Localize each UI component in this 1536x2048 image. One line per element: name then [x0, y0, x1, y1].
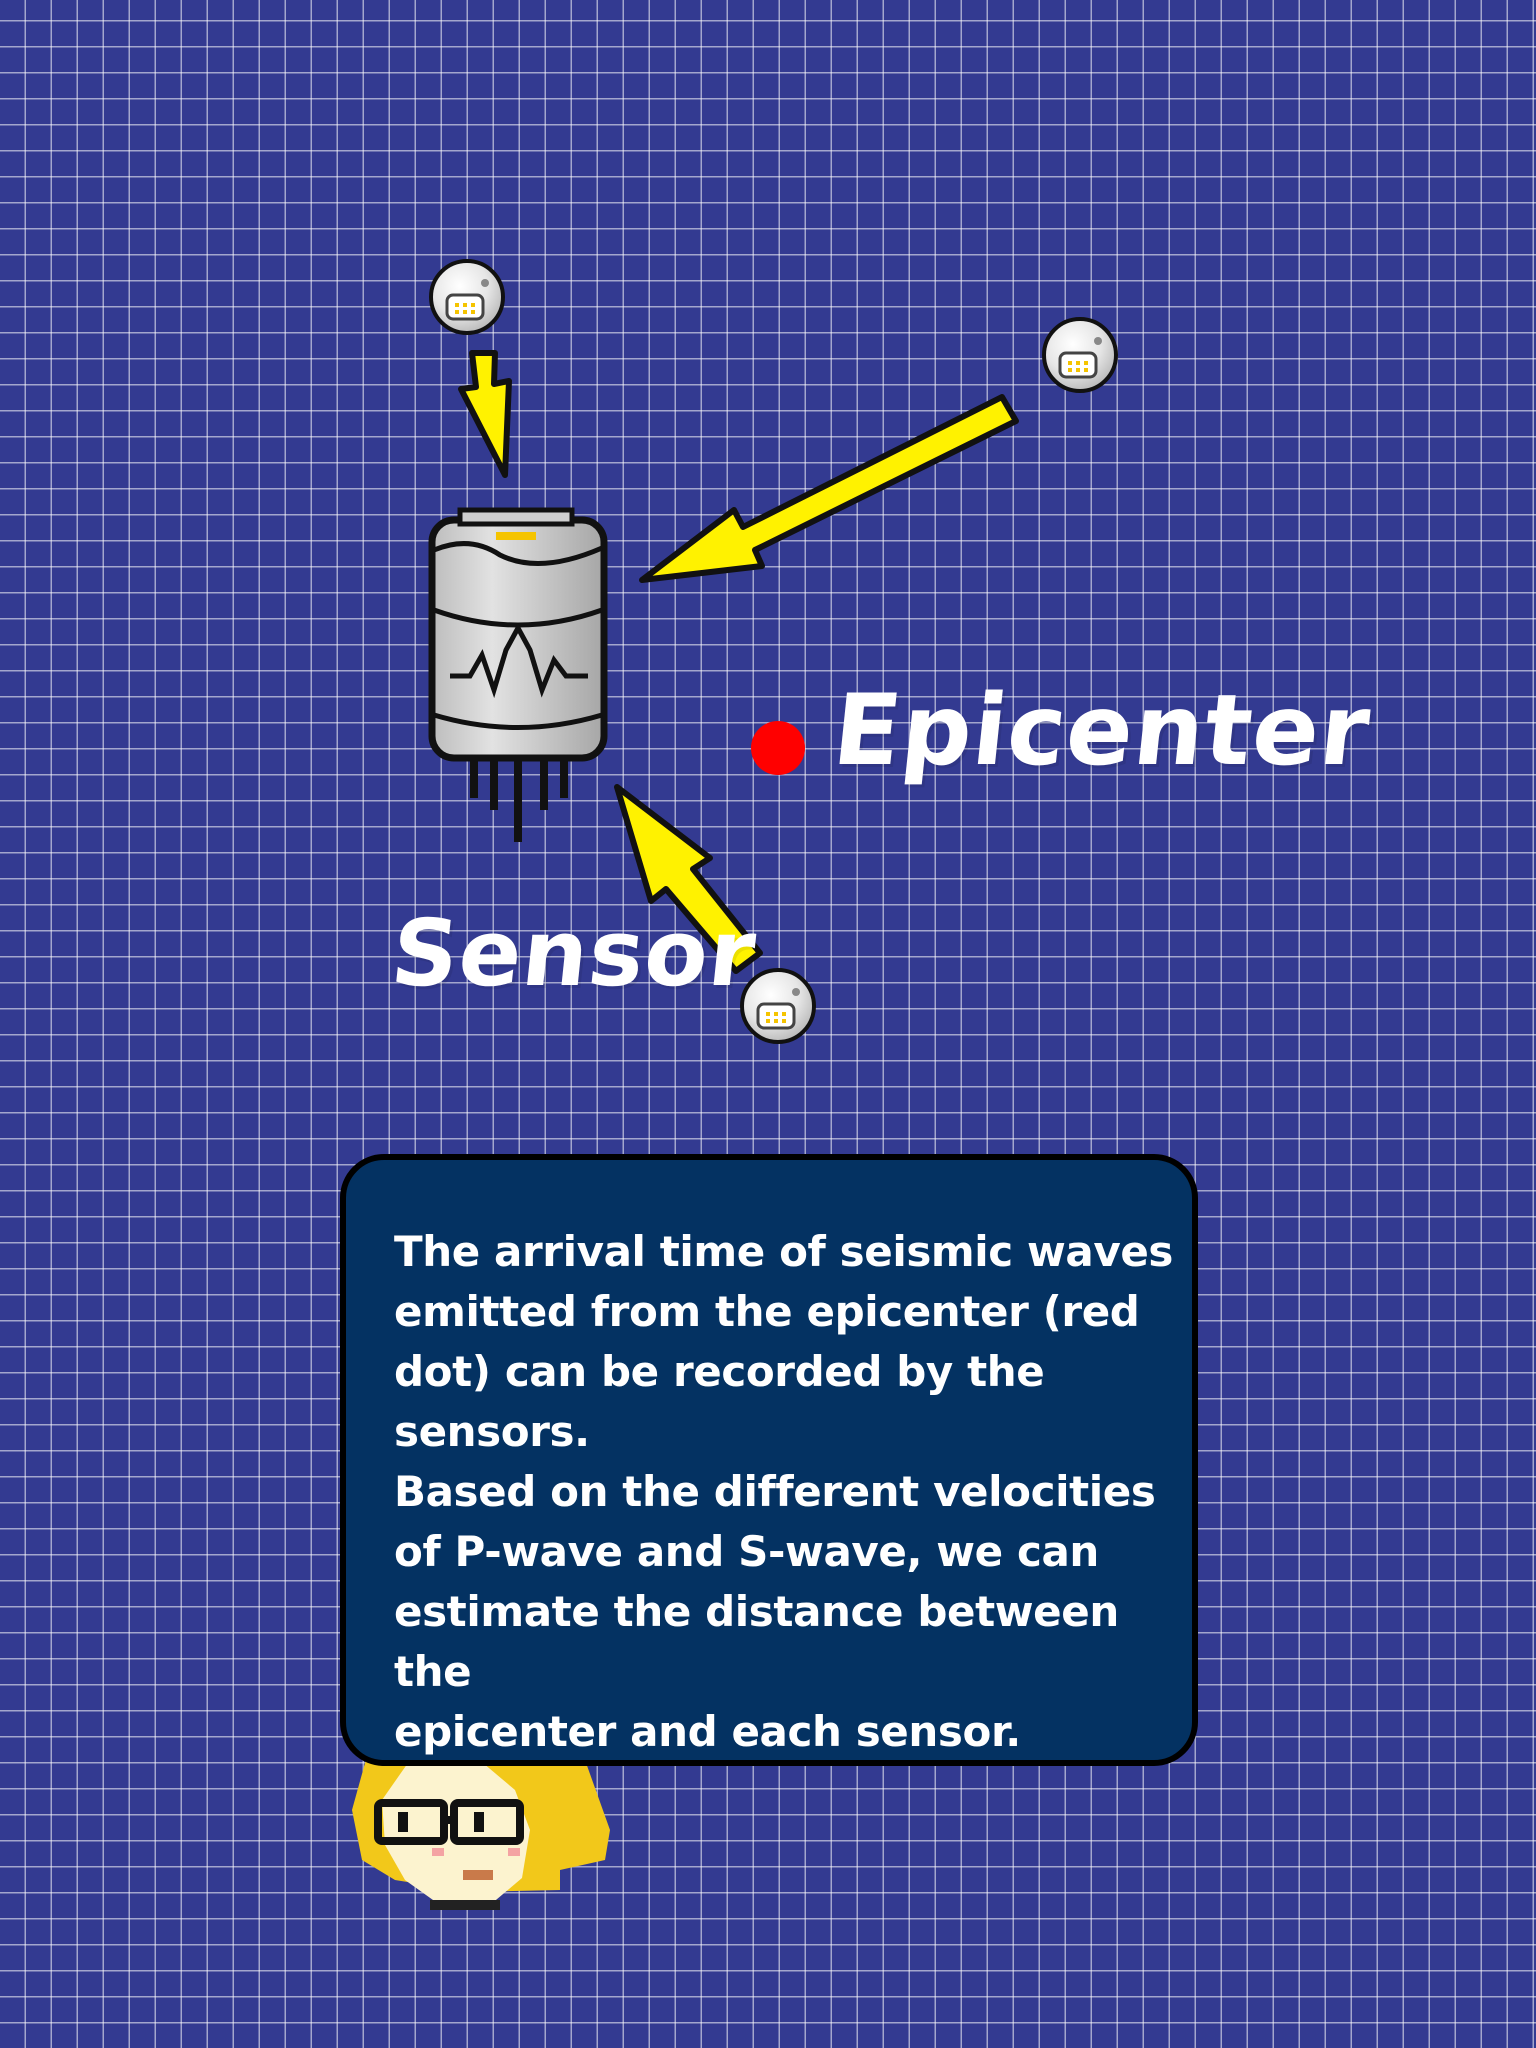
dialog-text: The arrival time of seismic waves emitte… [394, 1227, 1174, 1756]
seismic-sensor-icon [428, 507, 608, 842]
arrow-bottom [614, 784, 763, 974]
arrow-right [639, 394, 1019, 583]
arrow-top [458, 350, 512, 478]
sensor-node-icon [429, 259, 505, 335]
epicenter-dot [751, 721, 805, 775]
sensor-node-icon [1042, 317, 1118, 393]
dialog-box: The arrival time of seismic waves emitte… [340, 1154, 1198, 1766]
epicenter-label: Epicenter [828, 674, 1376, 788]
sensor-label: Sensor [386, 900, 762, 1007]
